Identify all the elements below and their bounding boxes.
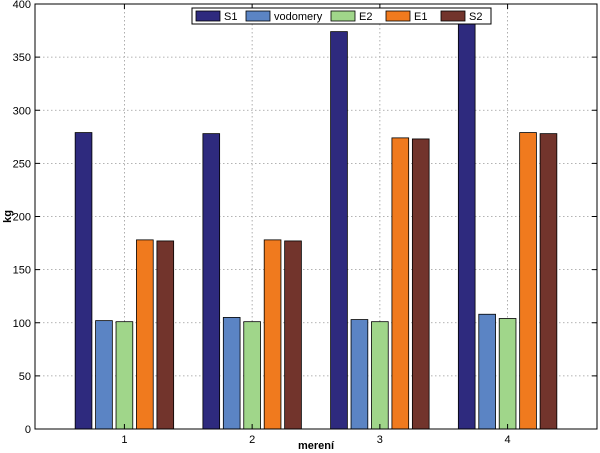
legend-swatch-vodomery: [245, 10, 271, 22]
legend-swatch-E1: [385, 10, 411, 22]
bars: [74, 21, 558, 430]
bar-E1-4: [519, 132, 537, 430]
y-tick-label: 0: [25, 424, 31, 436]
bar-vodomery-2: [222, 317, 241, 430]
bar-S1-4: [457, 21, 476, 430]
bar-S1-1: [74, 132, 93, 430]
x-tick-label: 3: [377, 434, 383, 446]
bar-S2-2: [284, 240, 302, 430]
bar-S2-4: [539, 133, 558, 430]
y-tick-label: 100: [13, 318, 31, 330]
bar-E1-3: [391, 137, 410, 430]
bar-S1-3: [330, 31, 348, 430]
legend-swatch-S1: [195, 10, 221, 22]
legend-label-vodomery: vodomery: [274, 11, 323, 23]
y-tick-label: 350: [13, 52, 31, 64]
y-tick-label: 250: [13, 158, 31, 170]
x-tick-label: 1: [121, 434, 127, 446]
y-axis-label: kg: [2, 210, 14, 223]
bar-vodomery-3: [350, 319, 369, 430]
legend: S1 vodomery E2 E1 S2: [191, 7, 492, 25]
y-tick-label: 300: [13, 105, 31, 117]
bar-vodomery-4: [478, 313, 496, 430]
bar-E1-2: [263, 239, 282, 430]
axis-ticks: 0 50 100 150 200 250 300 350 400 1 2 3 4: [13, 0, 597, 446]
bar-E2-2: [243, 321, 261, 430]
y-tick-label: 50: [19, 371, 31, 383]
bar-E2-3: [371, 321, 389, 430]
bar-S2-1: [156, 240, 175, 430]
legend-label-E2: E2: [359, 11, 372, 23]
legend-label-E1: E1: [414, 11, 427, 23]
bar-E2-4: [498, 318, 517, 430]
legend-label-S2: S2: [469, 11, 482, 23]
y-tick-label: 400: [13, 0, 31, 11]
bar-E2-1: [115, 321, 134, 430]
x-tick-label: 2: [249, 434, 255, 446]
bar-S1-2: [202, 133, 221, 430]
y-tick-label: 200: [13, 212, 31, 224]
legend-swatch-E2: [330, 10, 356, 22]
x-tick-label: 4: [505, 434, 511, 446]
legend-label-S1: S1: [224, 11, 237, 23]
y-tick-label: 150: [13, 265, 31, 277]
bar-vodomery-1: [95, 320, 113, 430]
bar-S2-3: [411, 138, 430, 430]
legend-swatch-S2: [440, 10, 466, 22]
bar-E1-1: [136, 239, 154, 430]
x-axis-label: merení: [298, 440, 335, 452]
